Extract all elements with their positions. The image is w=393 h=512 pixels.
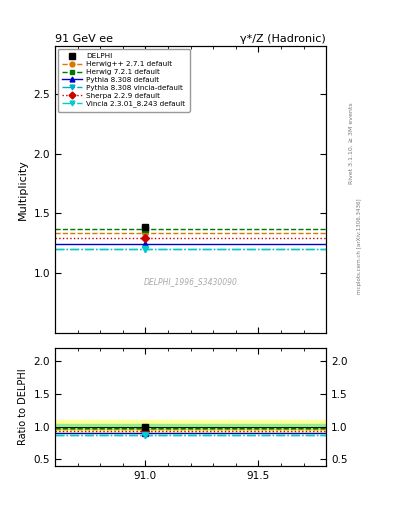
Y-axis label: Multiplicity: Multiplicity [18,159,28,220]
Legend: DELPHI, Herwig++ 2.7.1 default, Herwig 7.2.1 default, Pythia 8.308 default, Pyth: DELPHI, Herwig++ 2.7.1 default, Herwig 7… [58,49,189,112]
Text: Rivet 3.1.10, ≥ 3M events: Rivet 3.1.10, ≥ 3M events [349,102,354,184]
Text: 91 GeV ee: 91 GeV ee [55,34,113,44]
Bar [55,420,326,433]
Bar [55,424,326,429]
Text: mcplots.cern.ch [arXiv:1306.3436]: mcplots.cern.ch [arXiv:1306.3436] [357,198,362,293]
Text: DELPHI_1996_S3430090: DELPHI_1996_S3430090 [144,276,237,286]
Text: γ*/Z (Hadronic): γ*/Z (Hadronic) [241,34,326,44]
Y-axis label: Ratio to DELPHI: Ratio to DELPHI [18,369,28,445]
